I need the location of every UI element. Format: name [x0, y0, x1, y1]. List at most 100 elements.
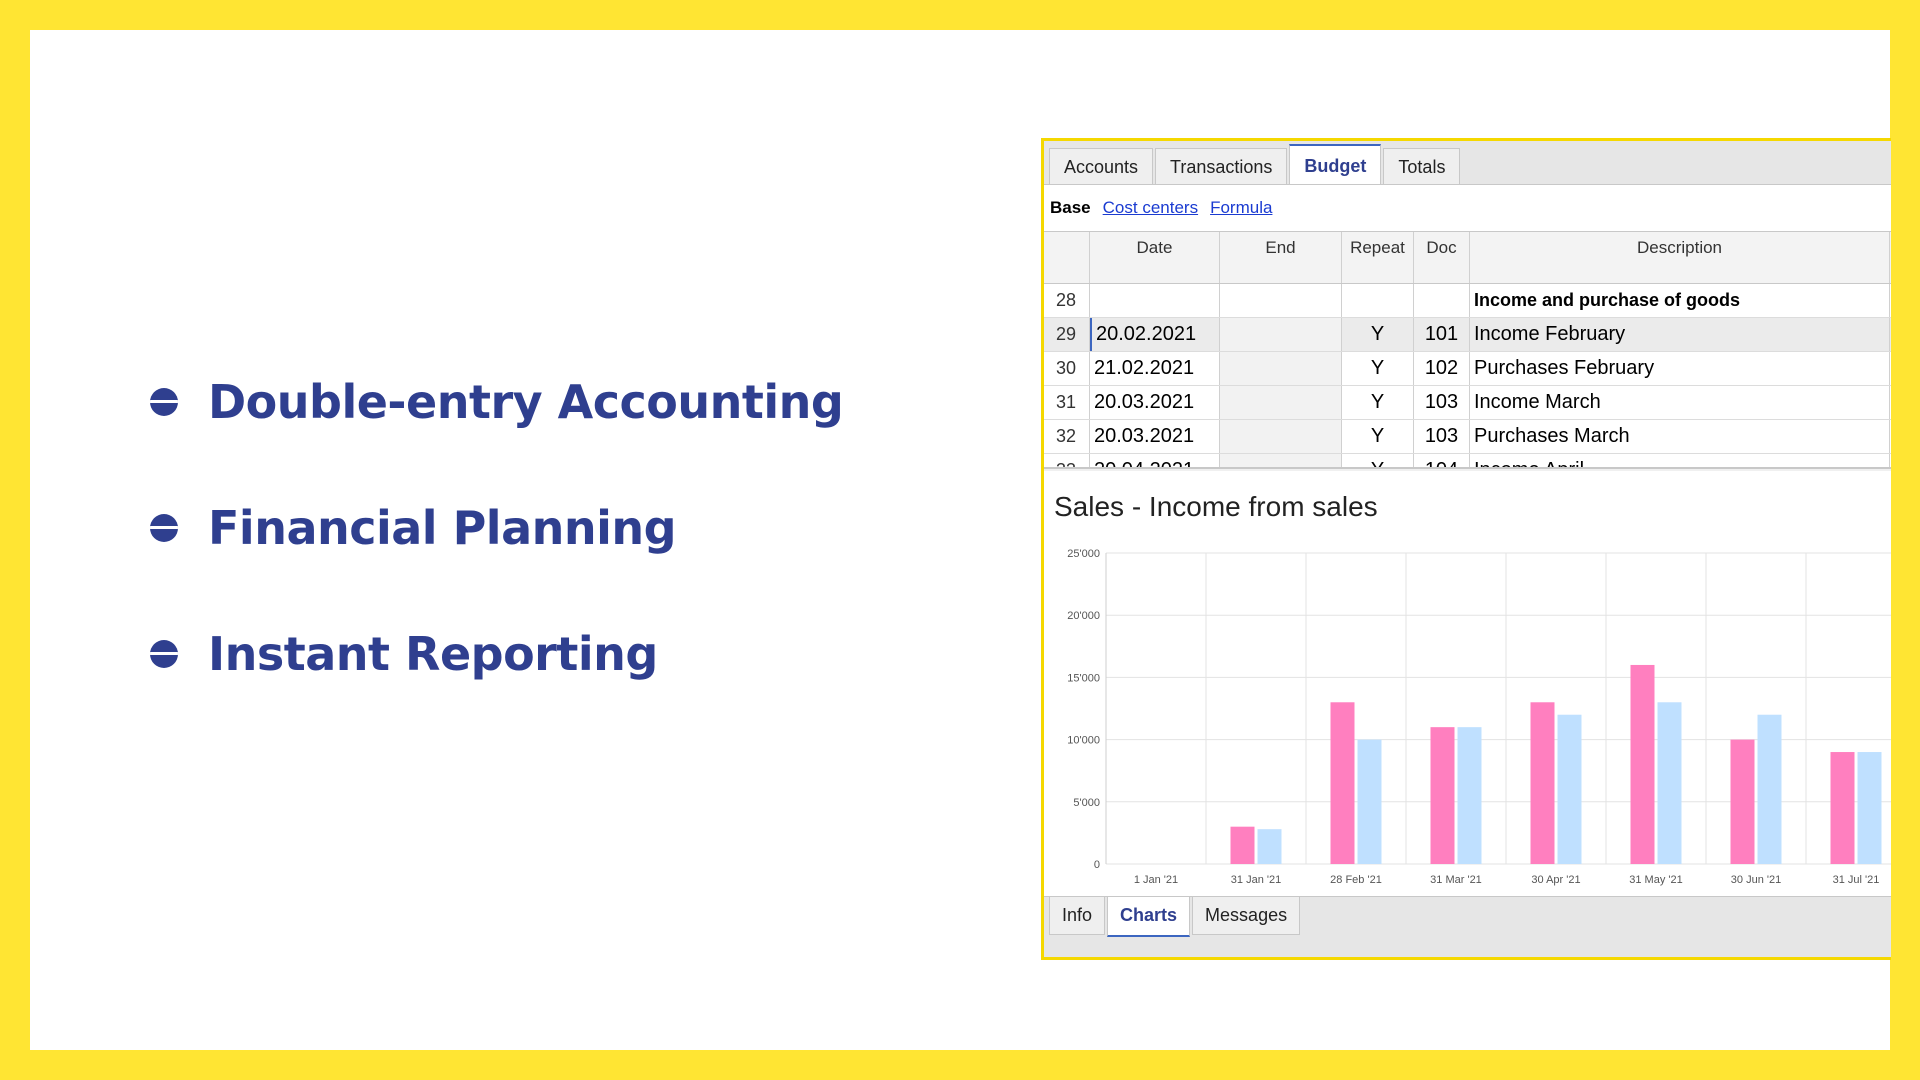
end-cell[interactable] — [1220, 284, 1342, 317]
description-cell[interactable]: Purchases March — [1470, 420, 1890, 453]
tab-charts[interactable]: Charts — [1107, 897, 1191, 937]
app-window: Accounts Transactions Budget Totals Base… — [1041, 138, 1891, 960]
feature-label: Double-entry Accounting — [208, 375, 844, 429]
y-tick-label: 10'000 — [1067, 735, 1100, 747]
bar[interactable] — [1230, 826, 1255, 864]
repeat-cell[interactable]: Y — [1342, 420, 1414, 453]
chart-panel: Sales - Income from sales 0 5'000 10'000 15… — [1044, 471, 1891, 896]
x-tick-label: 30 Jun '21 — [1731, 874, 1781, 886]
repeat-cell[interactable]: Y — [1342, 318, 1414, 351]
main-tabbar: Accounts Transactions Budget Totals — [1044, 141, 1891, 185]
end-cell[interactable] — [1220, 352, 1342, 385]
bar[interactable] — [1557, 714, 1582, 864]
bar[interactable] — [1757, 714, 1782, 864]
y-tick-label: 15'000 — [1067, 672, 1100, 684]
view-selector: Base Cost centers Formula — [1044, 185, 1891, 231]
doc-cell[interactable]: 103 — [1414, 386, 1470, 419]
tab-budget[interactable]: Budget — [1289, 144, 1382, 184]
x-tick-label: 31 Jan '21 — [1231, 874, 1281, 886]
tab-info[interactable]: Info — [1049, 897, 1106, 935]
description-cell[interactable]: Income March — [1470, 386, 1890, 419]
y-tick-label: 25'000 — [1067, 548, 1100, 560]
doc-cell[interactable]: 102 — [1414, 352, 1470, 385]
bar[interactable] — [1257, 829, 1282, 864]
end-cell[interactable] — [1220, 454, 1342, 467]
end-cell[interactable] — [1220, 318, 1342, 351]
table-row[interactable]: 33 20.04.2021 Y 104 Income April — [1044, 454, 1891, 467]
feature-item: Double-entry Accounting — [150, 370, 844, 434]
row-number: 28 — [1044, 284, 1090, 317]
feature-list: Double-entry Accounting Financial Planni… — [150, 370, 844, 748]
tab-messages[interactable]: Messages — [1192, 897, 1301, 935]
doc-cell[interactable]: 103 — [1414, 420, 1470, 453]
table-header-row: Date End Repeat Doc Description — [1044, 232, 1891, 284]
tab-accounts[interactable]: Accounts — [1049, 148, 1154, 184]
x-tick-label: 31 Mar '21 — [1430, 874, 1482, 886]
description-cell[interactable]: Income April — [1470, 454, 1890, 467]
x-tick-label: 31 May '21 — [1629, 874, 1682, 886]
repeat-cell[interactable]: Y — [1342, 386, 1414, 419]
end-header[interactable]: End — [1220, 232, 1342, 283]
y-tick-label: 0 — [1094, 859, 1100, 871]
x-tick-label: 28 Feb '21 — [1330, 874, 1382, 886]
tab-transactions[interactable]: Transactions — [1155, 148, 1288, 184]
bar[interactable] — [1730, 739, 1755, 864]
bar[interactable] — [1457, 727, 1482, 864]
y-tick-label: 5'000 — [1073, 797, 1100, 809]
row-number: 33 — [1044, 454, 1090, 467]
bar[interactable] — [1430, 727, 1455, 864]
description-cell[interactable]: Purchases February — [1470, 352, 1890, 385]
repeat-cell[interactable]: Y — [1342, 352, 1414, 385]
view-cost-centers-link[interactable]: Cost centers — [1102, 198, 1199, 217]
bar[interactable] — [1657, 702, 1682, 864]
budget-table: Date End Repeat Doc Description 28 Incom… — [1044, 231, 1891, 469]
row-number: 30 — [1044, 352, 1090, 385]
bar[interactable] — [1630, 664, 1655, 864]
bar-chart: 0 5'000 10'000 15'000 20'000 25'000 1 Jan '21 3… — [1067, 548, 1891, 886]
doc-header[interactable]: Doc — [1414, 232, 1470, 283]
date-cell[interactable]: 21.02.2021 — [1090, 352, 1220, 385]
x-tick-label: 30 Apr '21 — [1531, 874, 1580, 886]
bar[interactable] — [1830, 752, 1855, 864]
date-cell[interactable]: 20.03.2021 — [1090, 386, 1220, 419]
chart-title: Sales - Income from sales — [1054, 491, 1378, 522]
bullet-icon — [150, 514, 178, 542]
description-cell[interactable]: Income and purchase of goods — [1470, 284, 1890, 317]
bullet-icon — [150, 640, 178, 668]
date-cell[interactable] — [1090, 284, 1220, 317]
table-row[interactable]: 28 Income and purchase of goods — [1044, 284, 1891, 318]
y-tick-label: 20'000 — [1067, 610, 1100, 622]
bar[interactable] — [1530, 702, 1555, 864]
doc-cell[interactable] — [1414, 284, 1470, 317]
view-formula-link[interactable]: Formula — [1210, 198, 1273, 217]
date-header[interactable]: Date — [1090, 232, 1220, 283]
doc-cell[interactable]: 104 — [1414, 454, 1470, 467]
x-tick-label: 1 Jan '21 — [1134, 874, 1178, 886]
end-cell[interactable] — [1220, 420, 1342, 453]
date-cell[interactable]: 20.03.2021 — [1090, 420, 1220, 453]
feature-label: Financial Planning — [208, 501, 677, 555]
view-base[interactable]: Base — [1050, 198, 1091, 217]
date-cell[interactable]: 20.04.2021 — [1090, 454, 1220, 467]
bar[interactable] — [1857, 752, 1882, 864]
bar[interactable] — [1330, 702, 1355, 864]
doc-cell[interactable]: 101 — [1414, 318, 1470, 351]
repeat-cell[interactable]: Y — [1342, 454, 1414, 467]
x-tick-label: 31 Jul '21 — [1833, 874, 1880, 886]
repeat-cell[interactable] — [1342, 284, 1414, 317]
row-number: 29 — [1044, 318, 1090, 351]
bar[interactable] — [1357, 739, 1382, 864]
row-number-header — [1044, 232, 1090, 283]
description-header[interactable]: Description — [1470, 232, 1890, 283]
tab-totals[interactable]: Totals — [1383, 148, 1461, 184]
table-row[interactable]: 30 21.02.2021 Y 102 Purchases February — [1044, 352, 1891, 386]
repeat-header[interactable]: Repeat — [1342, 232, 1414, 283]
description-cell[interactable]: Income February — [1470, 318, 1890, 351]
feature-item: Financial Planning — [150, 496, 843, 560]
table-row[interactable]: 29 20.02.2021 Y 101 Income February — [1044, 318, 1891, 352]
date-cell[interactable]: 20.02.2021 — [1090, 318, 1220, 351]
feature-label: Instant Reporting — [208, 627, 658, 681]
table-row[interactable]: 32 20.03.2021 Y 103 Purchases March — [1044, 420, 1891, 454]
table-row[interactable]: 31 20.03.2021 Y 103 Income March — [1044, 386, 1891, 420]
end-cell[interactable] — [1220, 386, 1342, 419]
